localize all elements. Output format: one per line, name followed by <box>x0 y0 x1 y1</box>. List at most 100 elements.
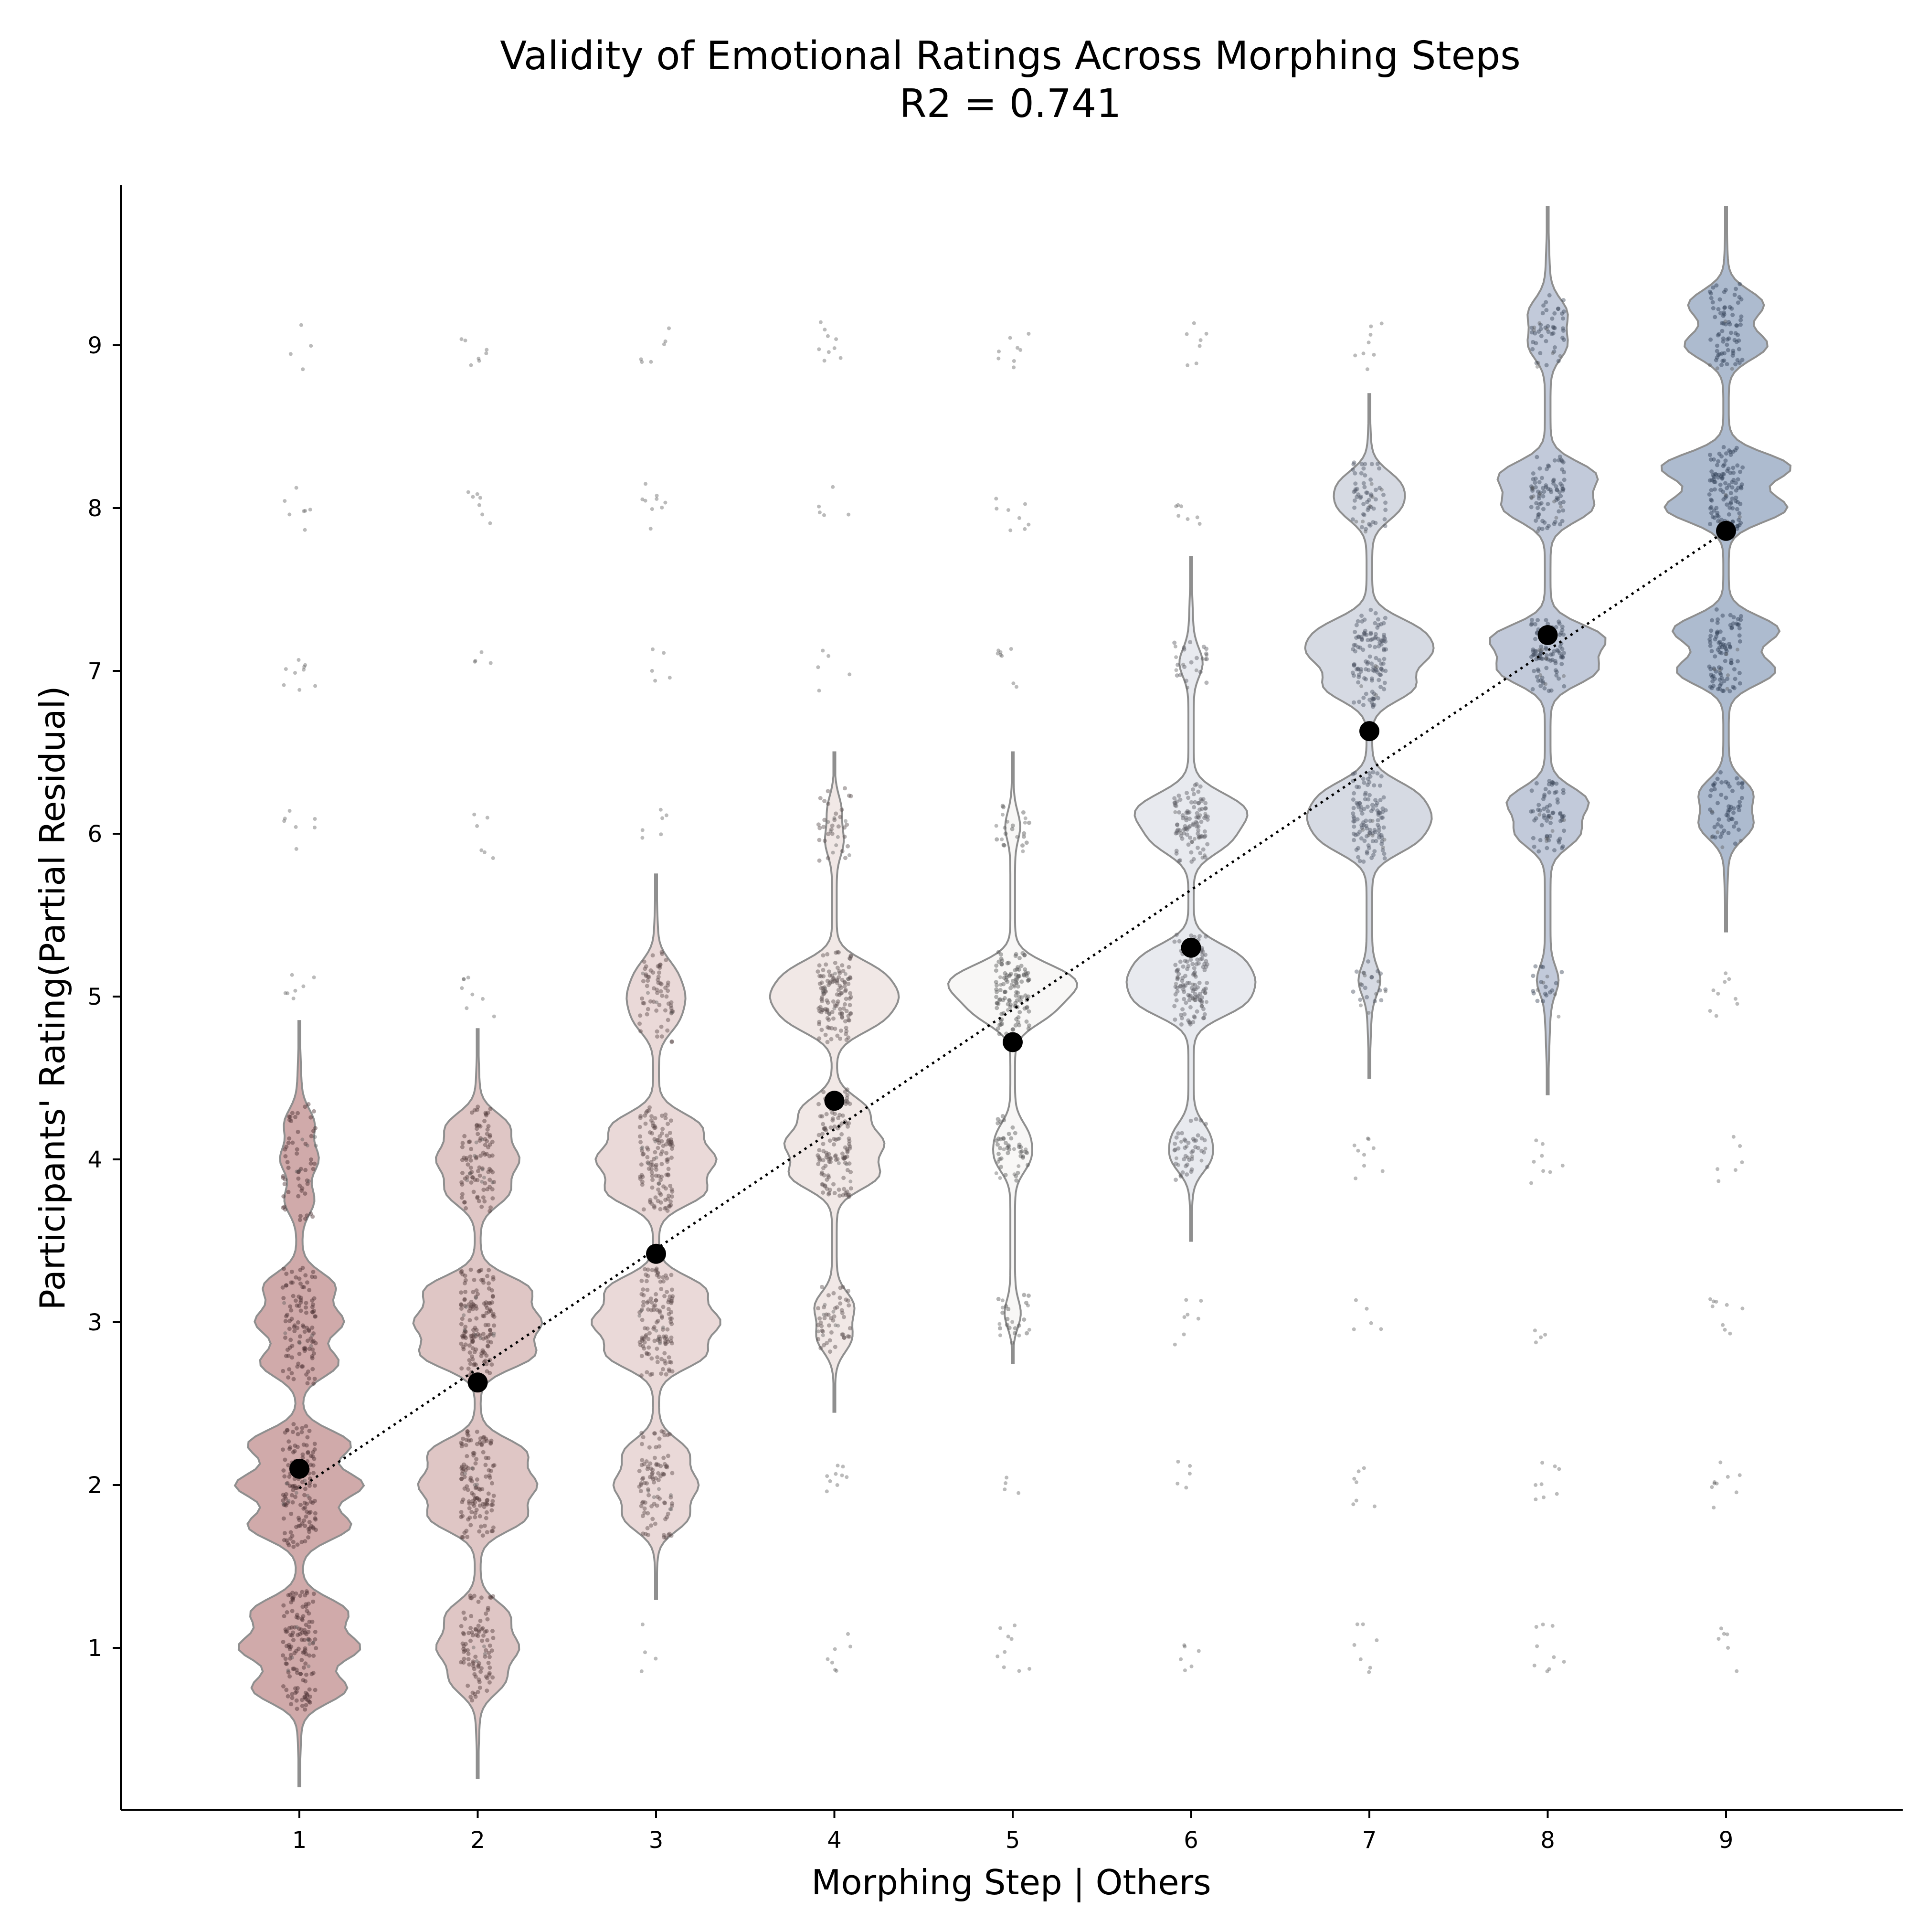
jitter-point <box>1720 476 1725 480</box>
jitter-point <box>487 1332 492 1337</box>
jitter-point <box>667 1294 672 1299</box>
jitter-point <box>1370 803 1375 807</box>
jitter-point <box>1709 835 1714 839</box>
jitter-point <box>845 1096 849 1101</box>
jitter-point <box>817 838 822 842</box>
jitter-point <box>1546 324 1550 329</box>
jitter-point <box>1378 971 1383 976</box>
jitter-point <box>1369 809 1374 814</box>
jitter-point <box>670 1010 674 1015</box>
jitter-point <box>1727 642 1731 647</box>
jitter-point <box>669 1137 673 1142</box>
jitter-point <box>1371 668 1376 673</box>
jitter-point <box>282 1494 287 1499</box>
jitter-point <box>666 1122 670 1126</box>
jitter-point <box>469 1510 474 1515</box>
jitter-point <box>1560 487 1565 491</box>
jitter-point <box>835 981 839 985</box>
jitter-point <box>305 1693 310 1698</box>
jitter-point <box>487 1286 491 1291</box>
jitter-point <box>1366 638 1370 642</box>
jitter-point <box>661 1367 665 1371</box>
jitter-point <box>830 1110 835 1115</box>
jitter-point <box>1736 648 1739 652</box>
jitter-point <box>664 1172 669 1177</box>
jitter-point <box>1203 806 1208 811</box>
jitter-point <box>645 1326 650 1331</box>
jitter-point <box>487 1671 492 1676</box>
jitter-point <box>289 1511 294 1516</box>
jitter-point <box>285 1313 289 1317</box>
jitter-point <box>846 1018 851 1022</box>
jitter-point <box>1536 512 1541 517</box>
jitter-point <box>846 844 850 849</box>
jitter-point <box>1548 834 1552 839</box>
jitter-point <box>637 1310 642 1315</box>
jitter-point <box>1379 774 1384 779</box>
jitter-point <box>642 1462 646 1466</box>
jitter-point <box>1534 501 1539 506</box>
jitter-point <box>1203 812 1208 816</box>
jitter-point <box>1379 835 1384 840</box>
jitter-point <box>845 1162 849 1167</box>
jitter-point <box>1547 1667 1551 1671</box>
jitter-point <box>474 1288 479 1293</box>
jitter-point <box>835 1157 840 1161</box>
jitter-point <box>485 1530 489 1535</box>
jitter-point <box>489 1362 494 1367</box>
jitter-point <box>297 1341 302 1345</box>
jitter-point <box>848 956 853 961</box>
jitter-point <box>820 1182 825 1187</box>
jitter-point <box>1017 516 1021 520</box>
jitter-point <box>465 1429 470 1434</box>
jitter-point <box>463 1278 468 1283</box>
jitter-point <box>488 1168 493 1173</box>
jitter-point <box>996 651 1000 656</box>
jitter-point <box>474 1304 478 1308</box>
jitter-point <box>459 1180 464 1185</box>
jitter-point <box>470 1304 475 1309</box>
jitter-point <box>821 967 826 972</box>
jitter-point <box>1200 956 1205 961</box>
jitter-point <box>1737 681 1742 686</box>
jitter-point <box>1363 986 1367 990</box>
jitter-point <box>651 1307 656 1312</box>
jitter-point <box>459 1444 464 1449</box>
jitter-point <box>648 1296 653 1301</box>
jitter-point <box>1714 506 1719 510</box>
jitter-point <box>490 1180 495 1185</box>
jitter-point <box>480 1314 485 1318</box>
jitter-point <box>658 807 663 812</box>
jitter-point <box>483 1152 487 1157</box>
jitter-point <box>640 1148 645 1153</box>
jitter-point <box>296 1111 300 1115</box>
jitter-point <box>827 1138 832 1143</box>
jitter-point <box>1201 989 1206 994</box>
jitter-point <box>480 1638 485 1643</box>
jitter-point <box>1196 845 1200 850</box>
jitter-point <box>305 1692 309 1697</box>
jitter-point <box>477 1486 481 1491</box>
jitter-point <box>1355 801 1359 805</box>
jitter-point <box>1355 785 1359 789</box>
jitter-point <box>1555 648 1560 652</box>
jitter-point <box>1561 632 1566 637</box>
jitter-point <box>1375 462 1380 466</box>
jitter-point <box>650 953 655 958</box>
jitter-point <box>816 969 820 974</box>
jitter-point <box>1359 826 1364 830</box>
jitter-point <box>650 1163 655 1168</box>
jitter-point <box>654 1298 658 1303</box>
jitter-point <box>663 1361 668 1366</box>
jitter-point <box>1740 1160 1744 1165</box>
jitter-point <box>1182 1643 1186 1647</box>
jitter-point <box>463 1281 467 1285</box>
jitter-point <box>1365 826 1369 831</box>
jitter-point <box>462 1200 467 1205</box>
jitter-point <box>997 1022 1002 1027</box>
jitter-point <box>826 1293 831 1298</box>
jitter-point <box>1009 1637 1014 1641</box>
jitter-point <box>1739 485 1743 489</box>
jitter-point <box>1369 462 1374 467</box>
jitter-point <box>304 1632 309 1636</box>
